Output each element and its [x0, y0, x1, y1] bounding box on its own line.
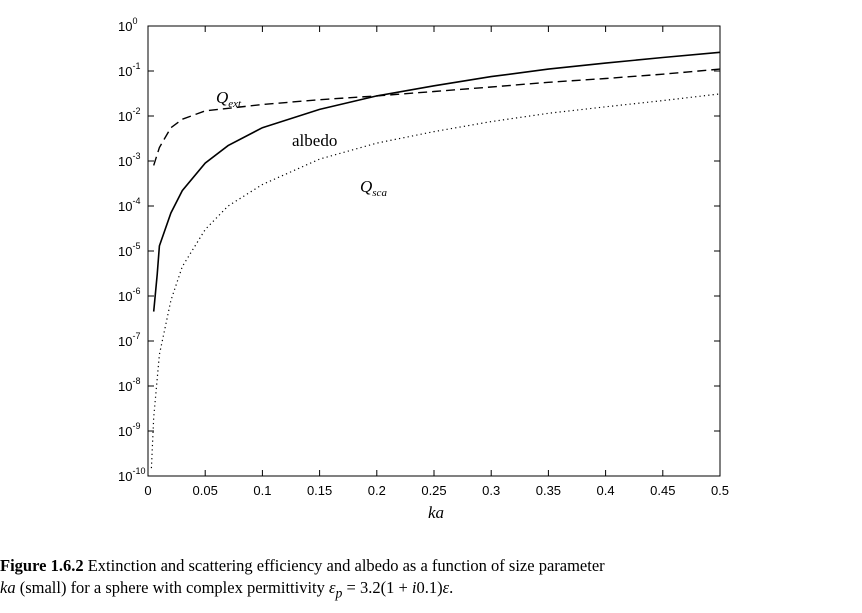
- qsca-label: Qsca: [360, 177, 387, 199]
- x-axis: 0 0.05 0.1 0.15 0.2 0.25 0.3 0.35 0.4 0.45 0.5: [144, 26, 729, 498]
- y-tick-label: 10-5: [118, 241, 140, 259]
- x-tick-label: 0.2: [368, 483, 386, 498]
- axes-frame: [147, 25, 721, 477]
- x-tick-label: 0.45: [650, 483, 675, 498]
- y-tick-label: 10-7: [118, 331, 140, 349]
- y-tick-label: 10-8: [118, 376, 140, 394]
- series-lines: [150, 51, 721, 469]
- caption-math-eps: ε: [329, 578, 336, 597]
- albedo-label: albedo: [292, 131, 337, 150]
- series-albedo: [152, 51, 721, 312]
- caption-period: .: [449, 578, 454, 597]
- y-tick-label: 10-10: [118, 466, 145, 484]
- caption-math-i: i: [411, 578, 417, 597]
- caption-math-eps2: ε: [442, 578, 450, 597]
- caption-line2: (small) for a sphere with complex permit…: [15, 578, 329, 597]
- caption-math-rest: 0.1): [416, 578, 443, 597]
- series-q-ext: [153, 68, 721, 166]
- y-tick-label: 100: [118, 16, 137, 34]
- x-tick-label: 0.1: [253, 483, 271, 498]
- y-axis: 100 10-1 10-2 10-3 10-4 10-5 10-6 10-7 10-8 10-9 1…: [118, 16, 720, 484]
- y-tick-label: 10-6: [118, 286, 140, 304]
- x-tick-label: 0.35: [536, 483, 561, 498]
- y-tick-label: 10-9: [118, 421, 140, 439]
- x-tick-label: 0: [144, 483, 151, 498]
- y-tick-label: 10-1: [118, 61, 140, 79]
- figure-caption: Figure 1.6.2 Extinction and scattering e…: [0, 555, 858, 604]
- x-tick-label: 0.5: [711, 483, 729, 498]
- caption-math-eq: = 3.2(1 +: [342, 578, 412, 597]
- figure-number: Figure 1.6.2: [0, 556, 84, 575]
- x-tick-label: 0.25: [421, 483, 446, 498]
- x-axis-label: ka: [428, 503, 444, 520]
- qext-label: Qext: [216, 88, 242, 110]
- caption-line1: Extinction and scattering efficiency and…: [83, 556, 605, 575]
- plot-area: [147, 25, 721, 477]
- series-q-sca: [150, 93, 721, 469]
- x-tick-label: 0.05: [193, 483, 218, 498]
- y-tick-label: 10-3: [118, 151, 140, 169]
- caption-math-eps-sub: p: [335, 585, 343, 601]
- x-tick-label: 0.15: [307, 483, 332, 498]
- chart: 100 10-1 10-2 10-3 10-4 10-5 10-6 10-7 10-8 10-9 1…: [118, 16, 729, 520]
- x-tick-label: 0.4: [597, 483, 615, 498]
- y-tick-label: 10-4: [118, 196, 140, 214]
- x-tick-label: 0.3: [482, 483, 500, 498]
- caption-math-ka: ka: [0, 578, 16, 597]
- y-tick-label: 10-2: [118, 106, 140, 124]
